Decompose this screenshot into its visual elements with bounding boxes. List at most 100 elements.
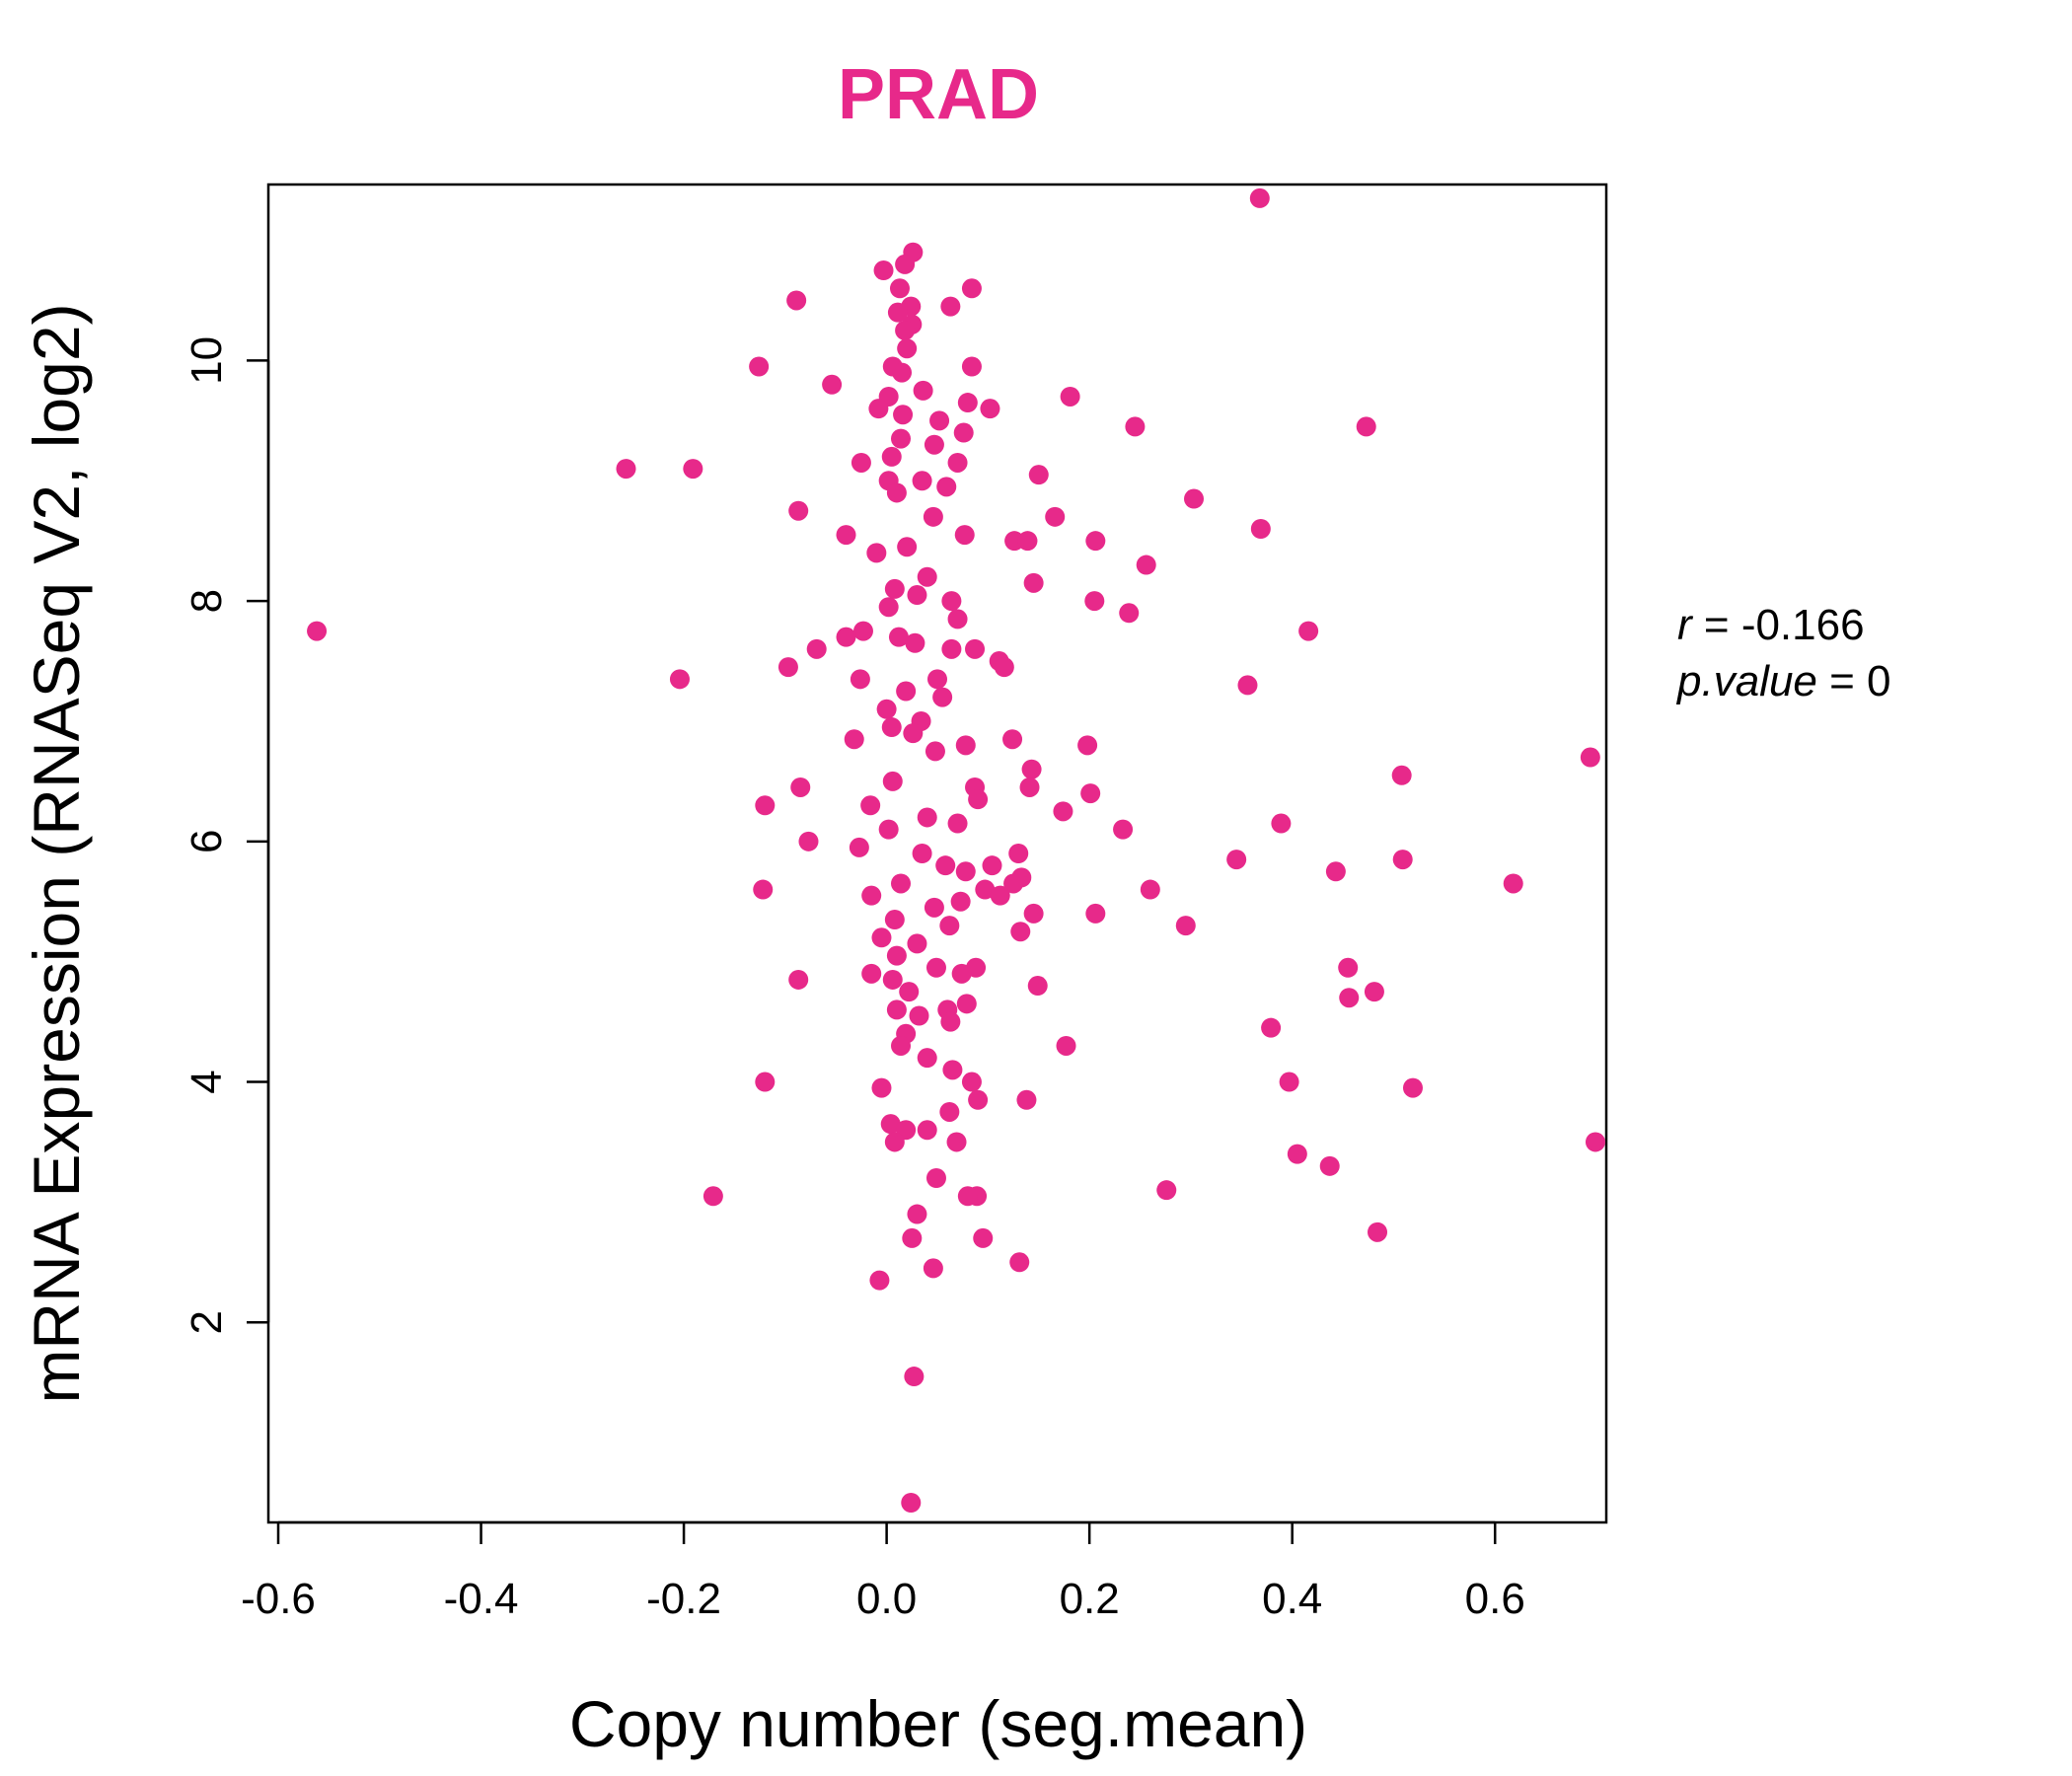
data-point [1085, 531, 1106, 552]
data-point [897, 537, 918, 557]
data-point [1056, 1035, 1076, 1056]
data-point [954, 525, 975, 546]
data-point [1356, 416, 1376, 437]
r-label: r [1677, 601, 1694, 649]
data-point [1053, 801, 1073, 822]
data-point [929, 410, 950, 431]
data-point [1028, 465, 1049, 485]
data-point [1080, 783, 1101, 804]
data-point [1010, 922, 1031, 942]
data-point [1016, 1089, 1037, 1110]
data-point [1279, 1072, 1299, 1092]
data-point [871, 927, 892, 948]
data-point [878, 819, 899, 840]
data-point [1364, 982, 1384, 1002]
data-point [1027, 976, 1048, 997]
data-point [753, 879, 774, 900]
data-point [1298, 621, 1319, 641]
data-point [880, 1114, 901, 1135]
data-point [925, 957, 946, 978]
data-point [994, 657, 1014, 678]
data-point [923, 1258, 943, 1279]
data-point [950, 891, 971, 912]
chart-title: PRAD [838, 55, 1039, 134]
data-point [895, 254, 916, 274]
data-point [895, 320, 916, 340]
data-point [1140, 879, 1160, 900]
r-equals: = [1704, 601, 1741, 649]
data-point [980, 399, 1000, 419]
data-point [903, 723, 924, 744]
data-point [973, 1227, 994, 1248]
data-point [616, 459, 636, 480]
data-point [947, 813, 968, 834]
y-axis: 2 4 6 8 10 [183, 336, 270, 1334]
data-point [946, 1132, 967, 1152]
data-point [1287, 1144, 1307, 1164]
data-point [891, 428, 912, 449]
data-point [889, 278, 910, 299]
points-layer [307, 187, 1605, 1513]
data-point [907, 585, 927, 606]
x-tick-label: 0.4 [1262, 1575, 1322, 1623]
x-tick-label: 0.6 [1465, 1575, 1525, 1623]
y-tick-label: 2 [183, 1310, 231, 1334]
data-point [990, 885, 1010, 906]
data-point [965, 638, 986, 659]
data-point [968, 789, 989, 810]
data-point [961, 278, 982, 299]
data-point [844, 729, 864, 750]
data-point [884, 578, 905, 599]
p-label: p.value [1675, 657, 1817, 705]
data-point [924, 434, 944, 455]
data-point [957, 1186, 978, 1207]
data-point [1009, 1252, 1030, 1273]
data-point [1021, 759, 1042, 779]
data-point [1391, 765, 1412, 785]
x-axis: -0.6 -0.4 -0.2 0.0 0.2 0.4 0.6 [241, 1520, 1525, 1623]
data-point [861, 963, 882, 984]
data-point [822, 374, 843, 395]
data-point [1319, 1155, 1340, 1176]
data-point [917, 566, 937, 587]
p-value: 0 [1867, 657, 1890, 705]
data-point [1402, 1077, 1423, 1098]
y-tick-label: 6 [183, 830, 231, 853]
x-tick-label: -0.2 [646, 1575, 721, 1623]
data-point [955, 735, 976, 756]
data-point [882, 969, 903, 990]
data-point [901, 1493, 922, 1513]
data-point [904, 1367, 925, 1387]
y-axis-label: mRNA Expression (RNASeq V2, log2) [20, 303, 93, 1403]
data-point [942, 1060, 963, 1080]
data-point [917, 1120, 937, 1141]
data-point [907, 1204, 927, 1224]
data-point [850, 669, 870, 690]
data-point [923, 506, 943, 527]
data-point [1119, 603, 1140, 624]
data-point [868, 399, 889, 419]
data-point [912, 471, 932, 491]
data-point [869, 1270, 890, 1291]
data-point [907, 933, 927, 954]
data-point [669, 669, 690, 690]
data-point [927, 669, 947, 690]
data-point [1175, 916, 1196, 936]
data-point [961, 1072, 982, 1092]
data-point [786, 290, 807, 311]
x-axis-label: Copy number (seg.mean) [569, 1687, 1307, 1760]
data-point [1339, 988, 1360, 1008]
data-point [892, 362, 913, 383]
data-point [902, 1227, 923, 1248]
data-point [1368, 1221, 1388, 1242]
data-point [1156, 1180, 1177, 1201]
data-point [878, 597, 899, 618]
data-point [940, 1011, 961, 1032]
data-point [861, 885, 882, 906]
data-point [1113, 819, 1134, 840]
data-point [1085, 903, 1106, 924]
data-point [956, 994, 977, 1014]
data-point [1249, 187, 1270, 208]
data-point [851, 452, 871, 473]
data-point [788, 969, 809, 990]
